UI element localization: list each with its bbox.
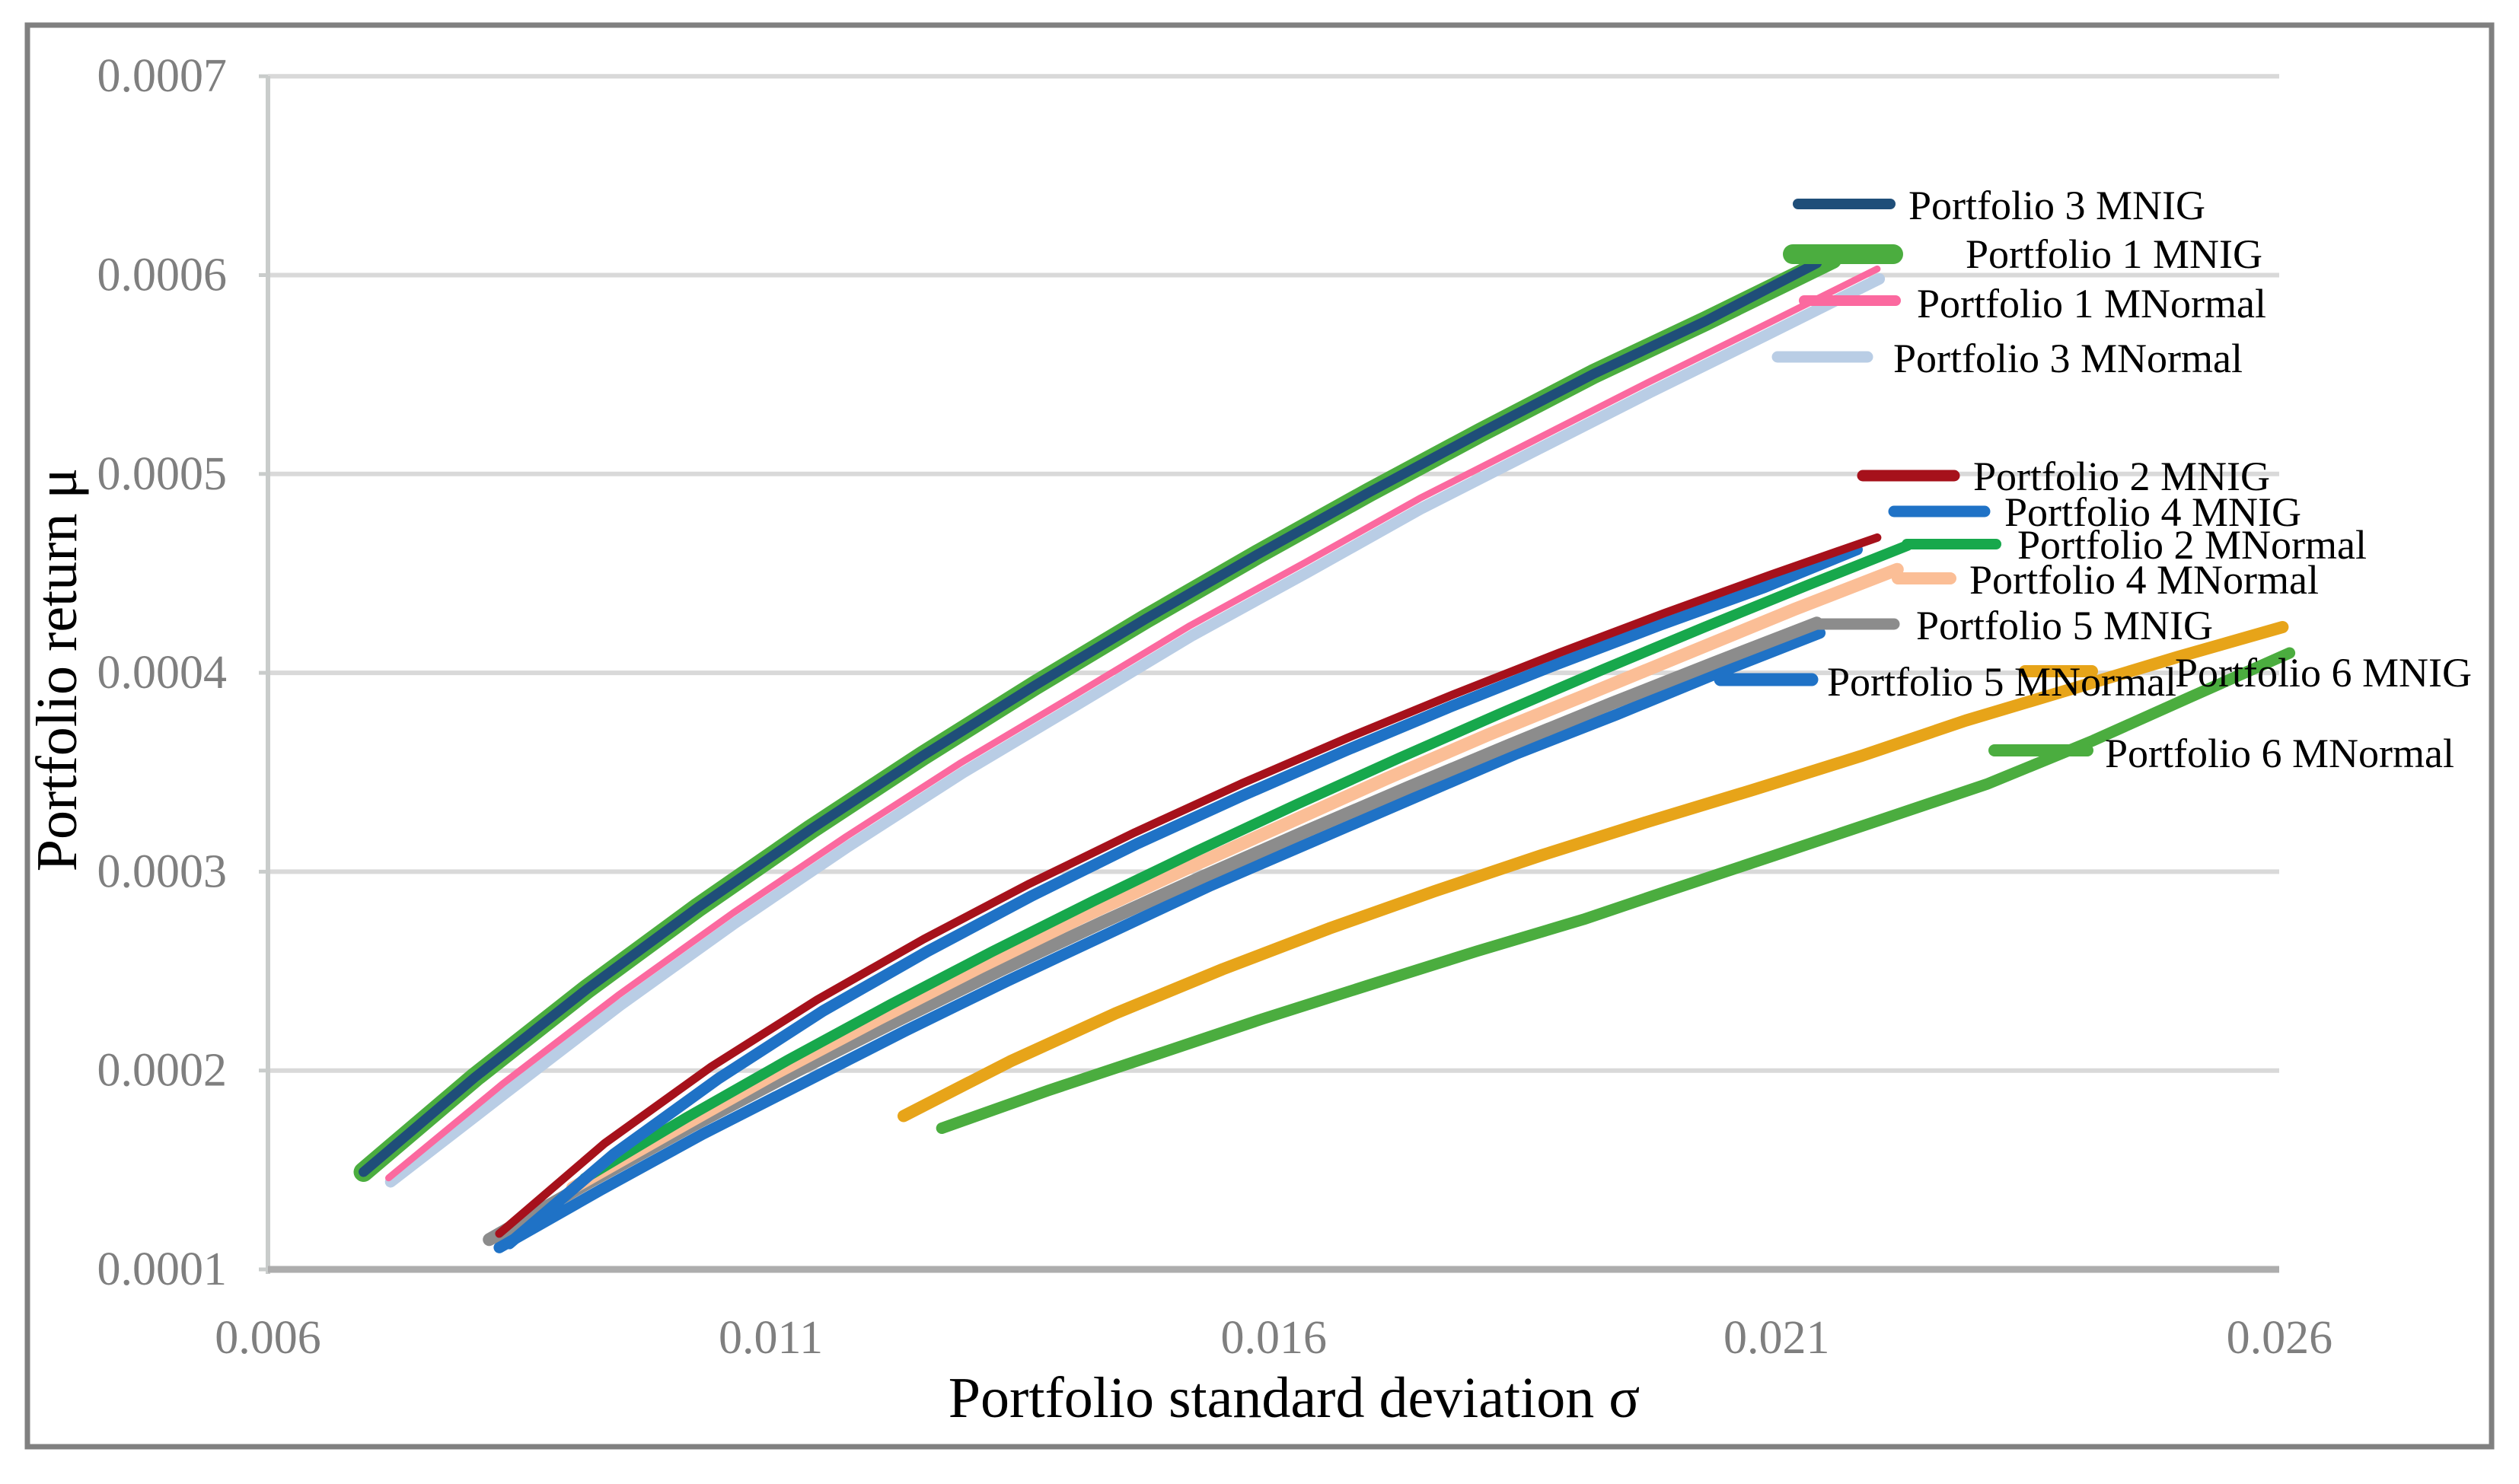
legend-label-portfolio-2-mnig: Portfolio 2 MNIG <box>1973 454 2270 499</box>
legend-label-portfolio-6-mnormal: Portfolio 6 MNormal <box>2105 731 2454 776</box>
x-tick-label-0.016: 0.016 <box>1220 1312 1327 1364</box>
y-tick-label-0.0003: 0.0003 <box>97 845 228 897</box>
y-tick-label-0.0006: 0.0006 <box>97 250 228 301</box>
x-tick-label-0.021: 0.021 <box>1723 1312 1830 1364</box>
figure-border <box>24 22 2495 1450</box>
curve-portfolio-1-mnormal <box>385 265 1881 1182</box>
legend-label-portfolio-2-mnormal: Portfolio 2 MNormal <box>2017 522 2367 568</box>
curve-portfolio-5-mnormal <box>493 627 1826 1253</box>
x-axis-title: Portfolio standard deviation σ <box>949 1366 1640 1430</box>
curve-portfolio-4-mnig <box>503 543 1863 1250</box>
x-tick-label-0.006: 0.006 <box>215 1312 321 1364</box>
legend-label-portfolio-3-mnig: Portfolio 3 MNIG <box>1908 183 2205 228</box>
curve-portfolio-2-mnormal <box>579 540 1913 1184</box>
legend-label-portfolio-1-mnig: Portfolio 1 MNIG <box>1966 231 2262 277</box>
curve-portfolio-4-mnormal <box>566 562 1904 1195</box>
chart-content: 0.0001 0.0002 0.0003 0.0004 0.0005 0.0006 0.00… <box>97 50 2473 1364</box>
legend-label-portfolio-5-mnig: Portfolio 5 MNIG <box>1916 603 2213 648</box>
y-tick-label-0.0002: 0.0002 <box>97 1045 228 1097</box>
curve-portfolio-3-mnig <box>359 258 1822 1177</box>
y-tick-label-0.0004: 0.0004 <box>97 647 228 699</box>
y-tick-label-0.0007: 0.0007 <box>97 50 228 102</box>
x-tick-label-0.011: 0.011 <box>719 1312 823 1364</box>
y-axis-title: Portfolio return μ <box>25 468 89 871</box>
x-tick-label-0.026: 0.026 <box>2227 1312 2333 1364</box>
y-tick-label-0.0005: 0.0005 <box>97 448 228 500</box>
curve-portfolio-2-mnig <box>495 533 1882 1238</box>
legend-label-portfolio-6-mnig: Portfolio 6 MNIG <box>2175 650 2472 696</box>
legend-label-portfolio-1-mnormal: Portfolio 1 MNormal <box>1917 281 2266 326</box>
y-tick-label-0.0001: 0.0001 <box>97 1244 228 1295</box>
legend-label-portfolio-3-mnormal: Portfolio 3 MNormal <box>1893 336 2243 381</box>
legend-label-portfolio-4-mnig: Portfolio 4 MNIG <box>2004 489 2301 535</box>
legend-label-portfolio-4-mnormal: Portfolio 4 MNormal <box>1969 557 2319 603</box>
curve-portfolio-3-mnormal <box>384 273 1886 1188</box>
curve-portfolio-6-mnig <box>898 621 2289 1123</box>
legend-label-portfolio-5-mnormal: Portfolio 5 MNormal <box>1827 659 2176 705</box>
